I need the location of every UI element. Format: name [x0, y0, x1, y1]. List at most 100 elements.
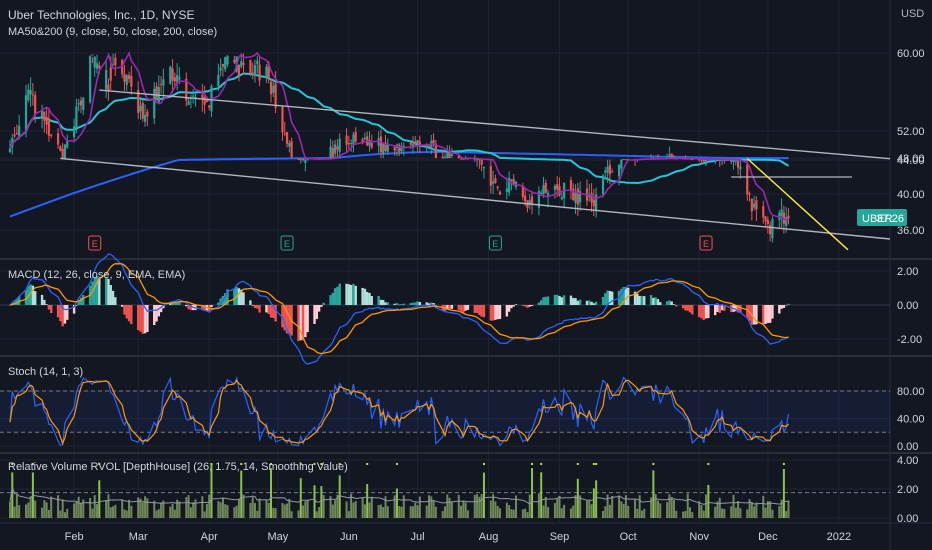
rvol-bar — [618, 495, 621, 518]
candle-body — [18, 125, 21, 137]
currency-label[interactable]: USD — [901, 8, 924, 20]
stoch-pane[interactable] — [0, 376, 890, 447]
rvol-bar — [494, 501, 497, 518]
candle-body — [329, 146, 332, 159]
falling-trendline[interactable] — [746, 157, 849, 251]
trend-drawings[interactable] — [60, 89, 891, 251]
macd-histogram-bar — [446, 305, 449, 310]
candle-body — [153, 88, 156, 119]
candle-body — [702, 159, 705, 162]
rvol-pane[interactable] — [0, 463, 890, 518]
rvol-bar — [73, 503, 76, 518]
rvol-bar — [480, 494, 483, 518]
rvol-bar — [531, 468, 534, 518]
earnings-marker[interactable]: E — [280, 235, 294, 251]
rvol-bar — [153, 500, 156, 518]
rvol-bar — [672, 499, 675, 518]
candle-body — [59, 146, 62, 151]
currency-text: USD — [901, 8, 924, 20]
macd-histogram-bar — [251, 305, 254, 306]
badge-value: 37.26 — [876, 213, 904, 225]
macd-histogram-bar — [24, 290, 28, 305]
candle-body — [762, 206, 765, 218]
macd-histogram-bar — [665, 301, 669, 305]
rvol-bar — [288, 498, 291, 518]
earnings-marker[interactable]: E — [488, 235, 502, 251]
candle-body — [203, 96, 206, 105]
macd-histogram-bar — [592, 303, 596, 305]
candle-body — [398, 144, 401, 152]
candle-body — [77, 103, 80, 105]
candle-body — [617, 164, 621, 177]
rvol-bar — [107, 494, 110, 518]
macd-histogram-bar — [233, 288, 236, 305]
earnings-marker-box — [88, 235, 102, 251]
channel-lower-line[interactable] — [60, 157, 891, 240]
earnings-marker[interactable]: E — [88, 235, 102, 251]
candle-body — [556, 184, 559, 190]
macd-histogram-bar — [478, 305, 481, 316]
rvol-bar — [689, 507, 692, 518]
rvol-bar — [602, 510, 605, 518]
macd-histogram-bar — [189, 305, 193, 311]
macd-histogram-bar — [480, 305, 483, 317]
rvol-bar — [730, 506, 733, 518]
candle-body — [734, 159, 737, 162]
candle-body — [427, 146, 431, 148]
candle-body — [382, 142, 385, 155]
rvol-bar — [226, 505, 229, 518]
macd-histogram-bar — [301, 305, 305, 341]
candle-body — [56, 133, 60, 145]
macd-histogram-bar — [267, 305, 270, 314]
rvol-bar — [608, 504, 611, 518]
rvol-bar — [762, 495, 765, 518]
rvol-bar — [482, 472, 485, 518]
candle-body — [748, 193, 751, 195]
macd-histogram-bar — [594, 301, 598, 305]
rvol-signal-dot — [782, 463, 785, 465]
y-tick-label: 40.00 — [897, 414, 925, 426]
rvol-bar — [235, 505, 238, 518]
candle-body — [141, 102, 144, 119]
rvol-bar — [345, 501, 348, 518]
rvol-bar — [27, 502, 30, 518]
rvol-bar — [299, 478, 302, 518]
rvol-bar — [640, 510, 643, 518]
macd-histogram-bar — [507, 305, 511, 312]
candle-body — [780, 209, 783, 218]
candle-body — [766, 219, 769, 225]
rvol-bar — [666, 502, 669, 518]
macd-pane[interactable] — [0, 253, 890, 365]
candle-body — [91, 54, 94, 56]
time-axis[interactable]: Feb Mar Apr May Jun Jul Aug Sep Oct Nov Dec 2022 — [65, 531, 851, 543]
macd-histogram-bar — [217, 302, 220, 305]
candle-body — [98, 65, 101, 69]
rvol-bar — [675, 510, 678, 518]
macd-histogram-bar — [546, 296, 550, 305]
rvol-signal-dot — [595, 463, 598, 465]
macd-histogram-bar — [736, 305, 740, 313]
macd-histogram-bar — [45, 304, 48, 305]
macd-histogram-bar — [707, 305, 710, 319]
rvol-bar — [682, 511, 685, 518]
channel-upper-line[interactable] — [99, 89, 891, 160]
candle-body — [482, 167, 486, 169]
macd-histogram-bar — [544, 296, 547, 305]
candle-body — [350, 143, 353, 145]
rvol-bar — [574, 495, 577, 518]
earnings-marker[interactable]: E — [699, 235, 713, 251]
macd-histogram-bar — [272, 305, 275, 318]
y-tick-label: 36.00 — [897, 225, 925, 237]
macd-histogram-bar — [237, 288, 241, 305]
candle-body — [43, 111, 46, 121]
macd-histogram-bar — [610, 291, 614, 305]
rvol-signal-dot — [210, 463, 213, 465]
macd-histogram-bar — [505, 305, 509, 317]
rvol-bar — [249, 503, 252, 518]
macd-histogram-bar — [588, 300, 591, 305]
macd-histogram-bar — [47, 305, 51, 310]
